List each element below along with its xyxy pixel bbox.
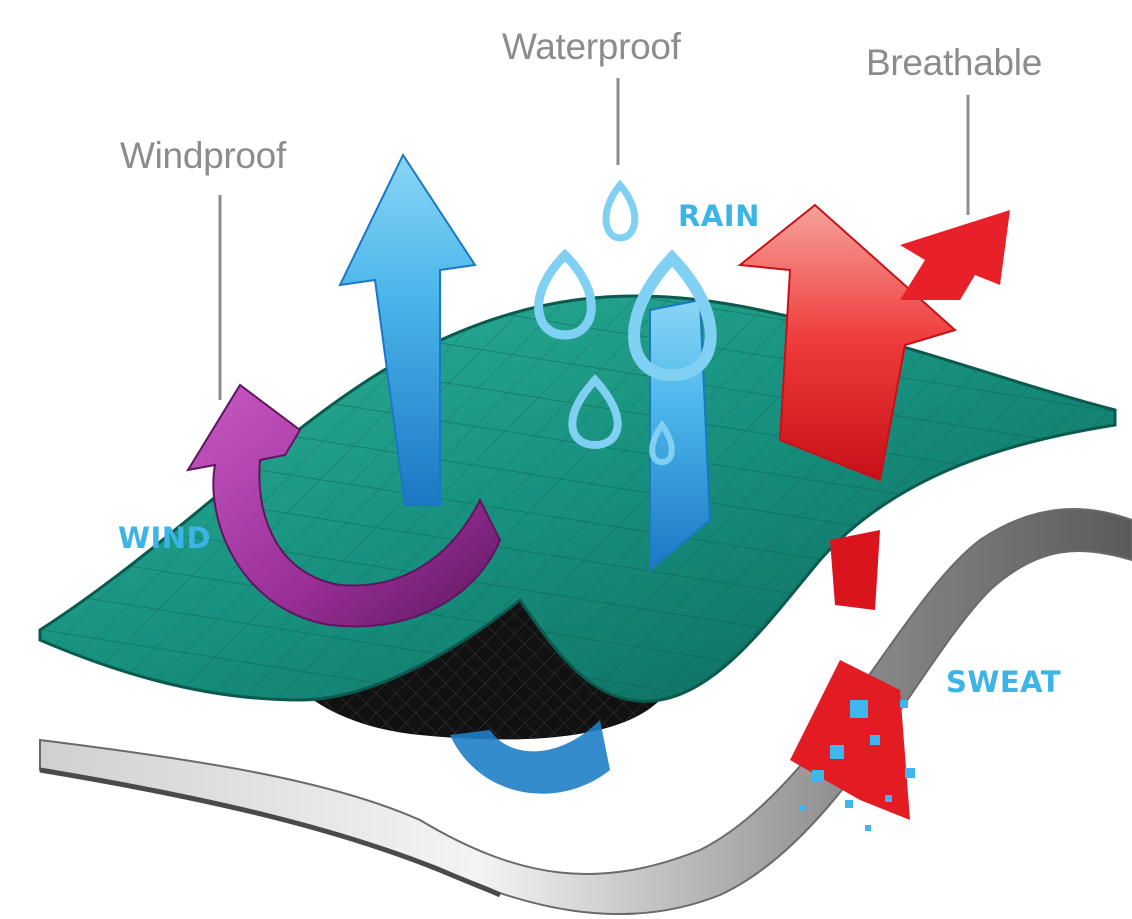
wind-label: WIND bbox=[118, 521, 212, 555]
sweat-particles bbox=[800, 700, 915, 831]
liner-edge bbox=[39, 767, 502, 898]
breath-arrow-lower bbox=[830, 530, 880, 610]
sweat-arrow bbox=[790, 660, 910, 820]
water-arrow-tall bbox=[338, 152, 477, 506]
rain-drops bbox=[534, 179, 717, 466]
wind-arrow bbox=[185, 383, 502, 628]
breath-arrow-big bbox=[737, 203, 957, 482]
sweat-label: SWEAT bbox=[946, 665, 1062, 699]
breath-arrow-small bbox=[900, 210, 1010, 300]
water-arrow-lower bbox=[450, 720, 610, 794]
waterproof-label: Waterproof bbox=[502, 26, 681, 67]
windproof-label: Windproof bbox=[120, 135, 286, 176]
rain-label: RAIN bbox=[678, 199, 760, 233]
breathable-label: Breathable bbox=[866, 42, 1042, 83]
